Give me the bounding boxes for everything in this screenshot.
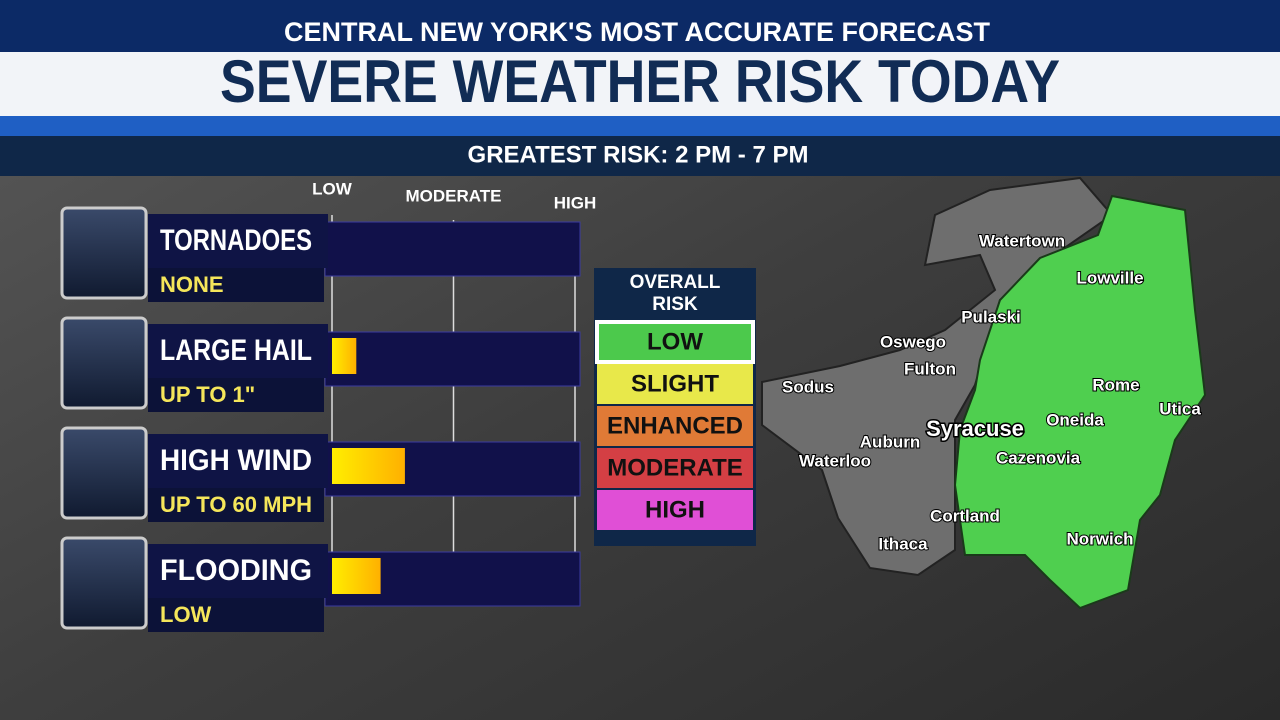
icon-box [60,316,148,410]
detail-panel [148,598,324,632]
scale-label: LOW [312,179,353,198]
city-label: Oswego [880,332,946,351]
legend-label: HIGH [645,496,705,523]
legend-label: ENHANCED [607,412,743,439]
scale-label: HIGH [554,193,597,212]
tagline: CENTRAL NEW YORK'S MOST ACCURATE FORECAS… [284,17,990,47]
hazard-detail: UP TO 60 MPH [160,492,312,517]
hazard-name: HIGH WIND [160,444,312,477]
city-label: Sodus [782,377,834,396]
bar-track [324,331,581,387]
county-map: Watertown Lowville Pulaski Oswego Fulton Sodu… [761,176,1207,610]
city-label: Lowville [1076,268,1143,287]
hazard-detail: NONE [160,272,224,297]
icon-box [60,206,148,300]
hazard-detail: UP TO 1" [160,382,255,407]
legend-swatch [597,364,753,404]
name-panel [148,544,328,598]
subtitle: GREATEST RISK: 2 PM - 7 PM [468,141,809,168]
name-panel [148,324,328,378]
detail-panel [148,488,324,522]
name-panel [148,434,328,488]
legend-swatch [597,406,753,446]
city-label: Fulton [904,359,956,378]
risk-bar [332,558,381,594]
subtitle-band [0,136,1280,176]
scale-label: MODERATE [405,186,501,205]
city-label: Cazenovia [996,448,1081,467]
detail-panel [148,378,324,412]
city-label: Rome [1092,375,1139,394]
hazard-name: TORNADOES [160,224,312,257]
icon-box [60,426,148,520]
green-counties [953,194,1207,610]
legend-label: MODERATE [607,454,743,481]
detail-panel [148,268,324,302]
city-label: Pulaski [961,307,1021,326]
city-label: Utica [1159,399,1201,418]
legend-swatch [595,320,755,364]
hazard-detail: LOW [160,602,212,627]
title-band [0,52,1280,116]
risk-bar [332,338,357,374]
top-band [0,0,1280,52]
city-label: Auburn [860,432,920,451]
icon-box [60,536,148,630]
city-label: Oneida [1046,410,1104,429]
legend-title: OVERALL [630,272,721,293]
legend-label: SLIGHT [631,370,719,397]
city-label: Norwich [1066,529,1133,548]
bar-track [324,221,581,277]
legend-label: LOW [647,328,703,355]
blue-band [0,116,1280,136]
legend-swatch [597,448,753,488]
city-label: Waterloo [799,451,871,470]
hazard-name: LARGE HAIL [160,334,312,367]
city-label: Ithaca [878,534,928,553]
city-label: Watertown [979,231,1065,250]
name-panel [148,214,328,268]
legend-title: RISK [652,294,698,315]
hazard-name: FLOODING [160,554,312,587]
risk-bar [332,448,405,484]
city-label: Cortland [930,506,1000,525]
legend-swatch [597,490,753,530]
city-label: Syracuse [926,416,1024,441]
title: SEVERE WEATHER RISK TODAY [220,48,1060,115]
